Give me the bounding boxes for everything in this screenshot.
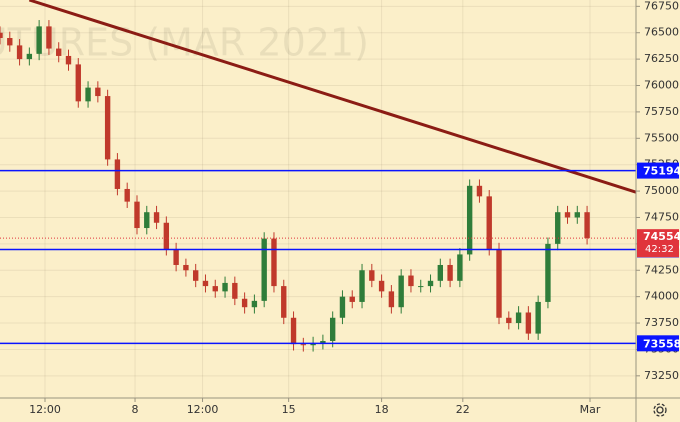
candle-body	[0, 32, 3, 39]
last-price-label: 74554	[643, 230, 680, 243]
candle-body	[124, 188, 130, 202]
candle-body	[46, 26, 52, 49]
candle-body	[545, 243, 551, 302]
candle-body	[114, 159, 121, 189]
candle-body	[104, 96, 111, 160]
candle-body	[85, 87, 91, 102]
level-label-box	[637, 162, 679, 179]
axes: 7325073500737507400074250745007475075000…	[29, 0, 680, 416]
y-tick-label: 76250	[644, 52, 679, 65]
grid	[0, 0, 636, 398]
countdown: 42:32	[645, 244, 674, 255]
y-tick-label: 75000	[644, 184, 679, 197]
candle-body	[320, 340, 326, 344]
candle-body	[134, 201, 140, 229]
y-tick-label: 74750	[644, 210, 679, 223]
candle-body	[535, 301, 541, 334]
candle-body	[525, 312, 532, 334]
y-tick-label: 73750	[644, 316, 679, 329]
candle-body	[457, 254, 463, 281]
candle-body	[261, 238, 267, 301]
watermark: FUTURES (MAR 2021)	[0, 21, 369, 65]
candle-body	[241, 298, 248, 308]
candle-body	[329, 317, 336, 341]
candle-body	[271, 238, 277, 287]
candle-body	[408, 275, 414, 287]
y-tick-label: 76000	[644, 79, 679, 92]
candle-body	[555, 212, 561, 244]
candle-body	[574, 212, 580, 218]
x-tick-label: Mar	[580, 403, 601, 416]
y-tick-label: 73250	[644, 369, 679, 382]
level-label: 75194	[643, 165, 680, 178]
candle-body	[222, 282, 228, 292]
candle-body	[95, 87, 101, 97]
x-tick-label: 12:00	[187, 403, 219, 416]
candle-body	[447, 264, 453, 281]
candle-body	[564, 212, 571, 218]
candle-body	[163, 222, 170, 250]
candle-body	[36, 26, 42, 54]
x-tick-label: 8	[132, 403, 139, 416]
x-tick-label: 22	[456, 403, 470, 416]
plot-area	[0, 0, 636, 352]
candle-body	[378, 280, 385, 292]
candle-body	[418, 286, 424, 288]
candle-body	[398, 275, 404, 308]
candle-body	[506, 317, 512, 324]
x-tick-label: 18	[375, 403, 389, 416]
y-tick-label: 76750	[644, 0, 679, 12]
candle-body	[349, 296, 355, 302]
level-label-box	[637, 335, 679, 352]
settings-icon[interactable]	[653, 403, 667, 417]
candle-body	[173, 249, 179, 265]
y-tick-label: 74000	[644, 290, 679, 303]
candle-body	[56, 48, 62, 56]
candle-body	[290, 317, 297, 345]
candle-body	[310, 343, 316, 346]
candle-body	[65, 55, 72, 65]
candle-body	[427, 280, 434, 287]
candle-body	[232, 282, 238, 299]
level-label: 73558	[643, 337, 680, 350]
candle-body	[476, 185, 483, 197]
candle-body	[496, 249, 502, 318]
candle-body	[212, 286, 218, 292]
y-tick-label: 74250	[644, 263, 679, 276]
x-tick-label: 12:00	[29, 403, 61, 416]
candle-body	[300, 344, 307, 346]
candle-body	[75, 64, 81, 102]
candle-body	[193, 270, 199, 281]
candle-body	[183, 264, 189, 271]
candle-body	[153, 212, 160, 223]
candle-body	[369, 270, 375, 281]
candle-body	[339, 296, 346, 318]
candle-body	[251, 300, 258, 308]
y-tick-label: 75750	[644, 105, 679, 118]
candle-body	[281, 286, 287, 318]
candle-body	[486, 196, 492, 250]
last-price-box	[637, 229, 679, 258]
y-tick-label: 75500	[644, 131, 679, 144]
x-tick-label: 15	[282, 403, 296, 416]
candle-body	[359, 270, 365, 302]
y-tick-label: 76500	[644, 26, 679, 39]
candle-body	[7, 38, 13, 46]
candle-body	[437, 264, 443, 281]
candle-body	[144, 212, 150, 229]
candle-body	[202, 280, 209, 287]
candle-body	[584, 212, 590, 239]
trendline	[28, 0, 636, 194]
candle-body	[515, 312, 522, 324]
candle-body	[466, 185, 473, 255]
candle-body	[16, 45, 23, 60]
candle-body	[388, 291, 395, 308]
candle-body	[26, 53, 33, 60]
